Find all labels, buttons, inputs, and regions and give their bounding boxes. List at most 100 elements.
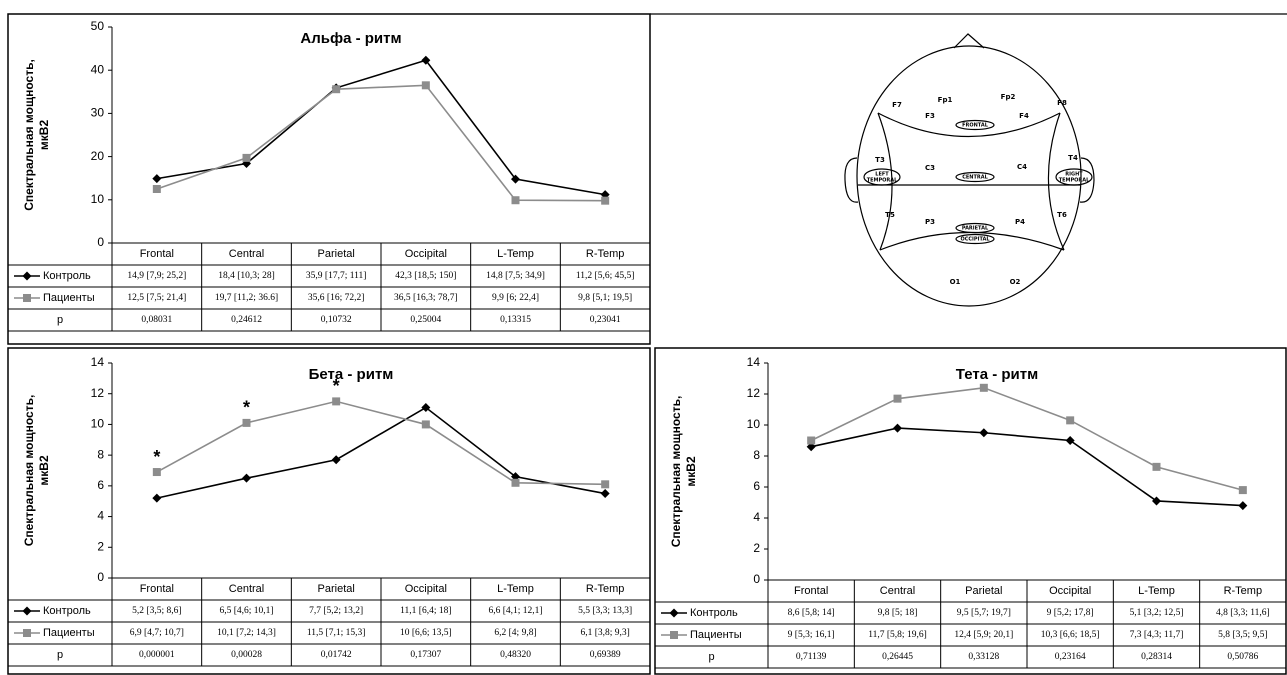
table-cell: 0,10732: [321, 315, 352, 325]
table-cell: 0,71139: [796, 652, 827, 662]
marker: [807, 437, 815, 445]
electrode: F8: [1057, 99, 1067, 107]
y-tick-label: 14: [91, 355, 105, 369]
y-tick-label: 8: [97, 447, 104, 461]
legend-label: Контроль: [690, 607, 738, 619]
y-tick-label: 0: [97, 235, 104, 249]
table-cell: 11,5 [7,1; 15,3]: [307, 628, 366, 638]
chart-title: Бета - ритм: [309, 366, 394, 383]
legend-marker: [23, 607, 32, 616]
table-cell: 10,1 [7,2; 14,3]: [217, 628, 276, 638]
x-tick-label: R-Temp: [586, 248, 625, 260]
table-cell: 0,33128: [968, 652, 999, 662]
y-tick-label: 12: [747, 386, 761, 400]
table-cell: 6,9 [4,7; 10,7]: [130, 628, 184, 638]
table-cell: 6,6 [4,1; 12,1]: [488, 606, 542, 616]
electrode: T6: [1057, 211, 1067, 219]
y-tick-label: 4: [753, 510, 760, 524]
x-tick-label: Occipital: [405, 583, 447, 595]
row-label: p: [708, 651, 714, 663]
table-cell: 0,25004: [410, 315, 441, 325]
table-cell: 19,7 [11,2; 36.6]: [215, 293, 278, 303]
table-cell: 0,48320: [500, 650, 531, 660]
marker: [243, 419, 251, 427]
annotation: *: [153, 447, 160, 467]
legend-marker: [670, 609, 679, 618]
legend-label: Пациенты: [690, 629, 742, 641]
y-tick-label: 20: [91, 149, 105, 163]
y-tick-label: 2: [753, 541, 760, 555]
marker: [1238, 501, 1247, 510]
table-cell: 0,13315: [500, 315, 531, 325]
x-tick-label: Frontal: [140, 248, 174, 260]
table-cell: 0,08031: [141, 315, 172, 325]
marker: [153, 185, 161, 193]
marker: [894, 395, 902, 403]
table-cell: 8,6 [5,8; 14]: [788, 608, 835, 618]
legend-label: Контроль: [43, 605, 91, 617]
table-cell: 10 [6,6; 13,5]: [400, 628, 452, 638]
chart-title: Альфа - ритм: [300, 30, 401, 47]
table-cell: 5,1 [3,2; 12,5]: [1129, 608, 1183, 618]
ear: [845, 158, 858, 202]
x-tick-label: L-Temp: [1138, 585, 1175, 597]
legend-marker: [23, 629, 31, 637]
region: CENTRAL: [962, 175, 988, 181]
table-cell: 14,8 [7,5; 34,9]: [486, 271, 545, 281]
y-tick-label: 8: [753, 448, 760, 462]
y-tick-label: 6: [97, 478, 104, 492]
marker: [1239, 486, 1247, 494]
table-cell: 10,3 [6,6; 18,5]: [1041, 630, 1100, 640]
region: PARIETAL: [962, 226, 989, 232]
x-tick-label: L-Temp: [497, 248, 534, 260]
table-cell: 7,7 [5,2; 13,2]: [309, 606, 363, 616]
y-tick-label: 10: [747, 417, 761, 431]
y-tick-label: 6: [753, 479, 760, 493]
table-cell: 35,9 [17,7; 111]: [306, 271, 367, 281]
electrode: O1: [950, 278, 961, 286]
chart-title: Тета - ритм: [956, 366, 1038, 383]
table-cell: 0,23164: [1055, 652, 1086, 662]
table-cell: 36,5 [16,3; 78,7]: [394, 293, 458, 303]
y-axis-label: мкВ2: [684, 456, 698, 487]
x-tick-label: Parietal: [318, 248, 355, 260]
region: TEMPORAL: [1059, 178, 1090, 184]
annotation: *: [333, 376, 340, 396]
x-tick-label: Parietal: [965, 585, 1002, 597]
x-tick-label: R-Temp: [586, 583, 625, 595]
head-diagram: [650, 14, 1287, 306]
electrode: T4: [1068, 154, 1078, 162]
x-tick-label: Central: [229, 248, 264, 260]
table-cell: 11,7 [5,8; 19,6]: [868, 630, 927, 640]
table-cell: 0,01742: [321, 650, 352, 660]
electrode: Fp1: [938, 96, 953, 104]
table-cell: 6,5 [4,6; 10,1]: [219, 606, 273, 616]
marker: [601, 480, 609, 488]
table-cell: 5,2 [3,5; 8,6]: [132, 606, 181, 616]
series-line: [157, 60, 605, 194]
marker: [980, 384, 988, 392]
table-cell: 0,17307: [410, 650, 441, 660]
table-cell: 12,5 [7,5; 21,4]: [127, 293, 186, 303]
y-tick-label: 14: [747, 355, 761, 369]
table-cell: 5,5 [3,3; 13,3]: [578, 606, 632, 616]
series-line: [157, 401, 605, 484]
table-cell: 9,9 [6; 22,4]: [492, 293, 539, 303]
table-cell: 35,6 [16; 72,2]: [308, 293, 364, 303]
region: FRONTAL: [962, 123, 989, 129]
legend-marker: [23, 272, 32, 281]
x-tick-label: L-Temp: [497, 583, 534, 595]
x-tick-label: Occipital: [1049, 585, 1091, 597]
row-label: p: [57, 649, 63, 661]
electrode: F4: [1019, 112, 1029, 120]
marker: [601, 489, 610, 498]
y-axis-label: мкВ2: [37, 120, 51, 151]
y-axis-label: Спектральная мощность,: [669, 396, 683, 548]
table-cell: 9 [5,3; 16,1]: [788, 630, 835, 640]
marker: [332, 397, 340, 405]
electrode: Fp2: [1001, 93, 1016, 101]
table-cell: 0,50786: [1227, 652, 1258, 662]
row-label: p: [57, 314, 63, 326]
